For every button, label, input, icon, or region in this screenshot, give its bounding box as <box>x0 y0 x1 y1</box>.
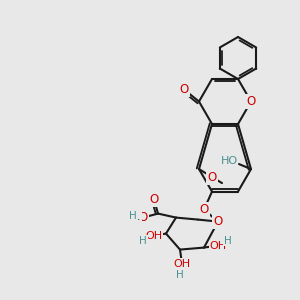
Text: H: H <box>139 236 147 246</box>
Text: OH: OH <box>146 231 163 241</box>
Text: O: O <box>149 193 159 206</box>
Text: H: H <box>224 236 232 246</box>
Text: HO: HO <box>220 156 238 166</box>
Text: O: O <box>213 215 223 228</box>
Text: O: O <box>179 83 189 96</box>
Text: OH: OH <box>173 259 190 269</box>
Text: O: O <box>138 211 148 224</box>
Text: O: O <box>207 171 217 184</box>
Text: H: H <box>129 211 137 220</box>
Text: H: H <box>176 270 184 280</box>
Text: .: . <box>137 212 141 222</box>
Text: O: O <box>200 203 208 216</box>
Text: O: O <box>246 95 256 108</box>
Text: OH: OH <box>209 241 226 250</box>
